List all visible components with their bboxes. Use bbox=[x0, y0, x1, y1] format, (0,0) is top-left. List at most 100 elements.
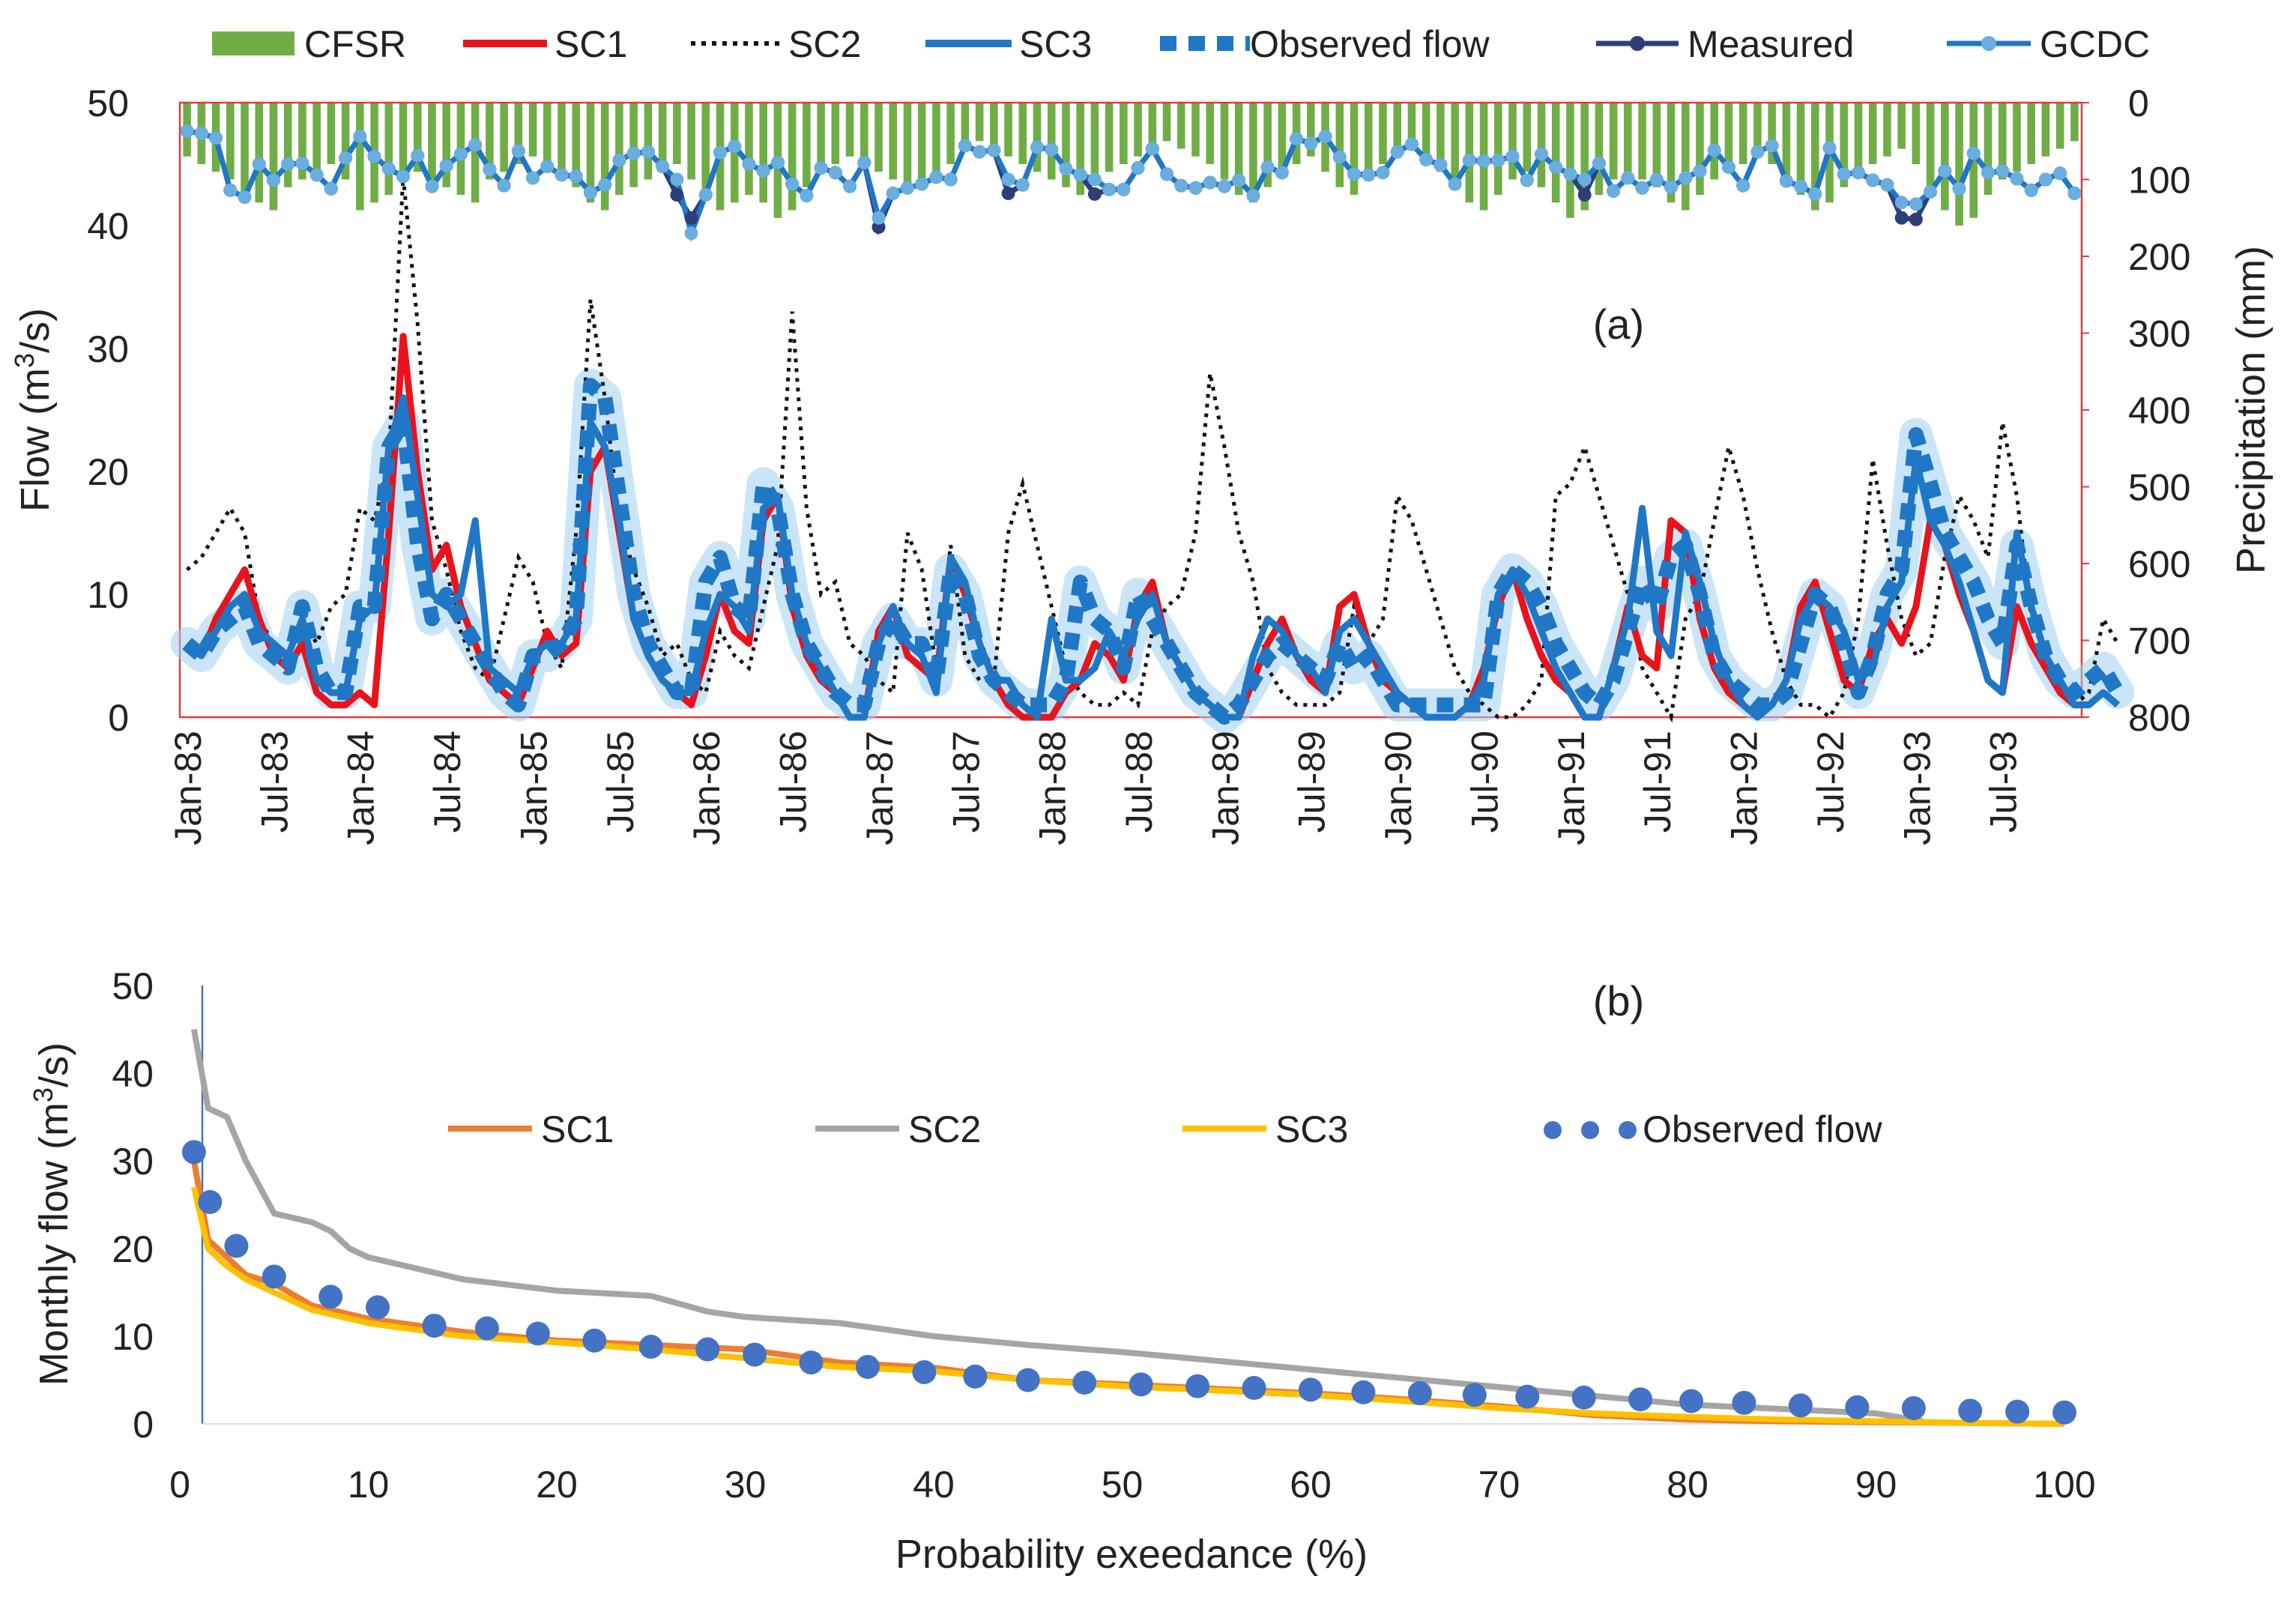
gcdc-point bbox=[1073, 168, 1087, 182]
gcdc-point bbox=[1635, 181, 1649, 195]
cfsr-bar bbox=[269, 103, 278, 211]
gcdc-point bbox=[1966, 146, 1981, 160]
cfsr-bar bbox=[701, 103, 710, 195]
measured-point bbox=[1001, 186, 1015, 200]
gcdc-point bbox=[1808, 187, 1822, 201]
panel-b-y-tick-label: 50 bbox=[112, 965, 154, 1007]
gcdc-point bbox=[295, 156, 309, 170]
gcdc-point bbox=[1390, 145, 1404, 159]
panel-a-x-tick-label: Jan-93 bbox=[1896, 731, 1938, 845]
cfsr-bar bbox=[1422, 103, 1431, 157]
gcdc-point bbox=[1246, 189, 1260, 203]
cfsr-bar bbox=[558, 103, 566, 180]
legend-a-sc3-label: SC3 bbox=[1019, 23, 1092, 65]
gcdc-point bbox=[1707, 143, 1721, 157]
cfsr-bar bbox=[1854, 103, 1863, 172]
cfsr-bar bbox=[1407, 103, 1416, 149]
gcdc-point bbox=[540, 160, 555, 174]
gcdc-point bbox=[1290, 132, 1304, 146]
gcdc-point bbox=[180, 124, 194, 138]
gcdc-point bbox=[1448, 177, 1462, 191]
panel-b-series bbox=[181, 1028, 2076, 1427]
cfsr-bar bbox=[1508, 103, 1517, 180]
panel-b-y-title-part3: /s) bbox=[31, 1042, 76, 1087]
panel-a-x-tick-label: Jan-86 bbox=[686, 731, 728, 845]
cfsr-bar bbox=[1018, 103, 1027, 164]
cfsr-bar bbox=[1897, 103, 1906, 149]
panel-a-y2-tick-label: 100 bbox=[2128, 160, 2190, 202]
gcdc-point bbox=[497, 178, 511, 193]
cfsr-bar bbox=[1134, 103, 1142, 157]
observed-fdc-point bbox=[695, 1337, 720, 1362]
panel-b-x-tick-label: 70 bbox=[1478, 1464, 1520, 1506]
gcdc-point bbox=[238, 190, 252, 205]
gcdc-point bbox=[958, 139, 972, 153]
gcdc-point bbox=[1001, 172, 1015, 187]
cfsr-bar bbox=[1220, 103, 1229, 180]
cfsr-bar bbox=[1191, 103, 1200, 157]
observed-fdc-point bbox=[422, 1313, 447, 1338]
cfsr-bar bbox=[1537, 103, 1546, 187]
panel-a-x-tick-label: Jul-88 bbox=[1118, 731, 1160, 833]
panel-a-x-tick-label: Jul-89 bbox=[1291, 731, 1333, 833]
gcdc-point bbox=[2038, 172, 2052, 187]
gcdc-point bbox=[309, 168, 324, 182]
observed-fdc-point bbox=[1732, 1390, 1756, 1415]
observed-fdc-point bbox=[262, 1264, 286, 1289]
cfsr-bar bbox=[644, 103, 653, 180]
panel-b-y-tick-label: 0 bbox=[133, 1404, 154, 1446]
cfsr-bar bbox=[946, 103, 955, 164]
panel-b-x-tick-label: 60 bbox=[1290, 1464, 1332, 1506]
gcdc-point bbox=[381, 162, 396, 176]
panel-a-x-tick-label: Jan-84 bbox=[340, 731, 382, 845]
cfsr-bar bbox=[1667, 103, 1676, 203]
cfsr-bar bbox=[1393, 103, 1401, 157]
panel-a-y-title-part1: Flow (m bbox=[13, 368, 58, 512]
cfsr-bar bbox=[1984, 103, 1993, 195]
gcdc-point bbox=[1505, 149, 1520, 163]
chart-panel-b: 0 10 20 30 40 50 0 10 20 30 40 50 60 70 80 90 100 Probab… bbox=[28, 965, 2096, 1577]
panel-a-x-tick-label: Jul-90 bbox=[1463, 731, 1505, 833]
cfsr-bar bbox=[1148, 103, 1157, 149]
panel-a-x-tick-label: Jul-87 bbox=[945, 731, 987, 833]
cfsr-bar bbox=[1796, 103, 1805, 195]
cfsr-bar bbox=[803, 103, 811, 187]
panel-b-x-tick-label: 50 bbox=[1102, 1464, 1144, 1506]
cfsr-bar bbox=[1206, 103, 1215, 164]
gcdc-point bbox=[1260, 160, 1275, 175]
panel-a-x-tick-label: Jan-92 bbox=[1723, 731, 1765, 845]
cfsr-bar bbox=[1566, 103, 1574, 218]
panel-a-y2-tick-label: 500 bbox=[2128, 467, 2190, 509]
cfsr-bar bbox=[1047, 103, 1056, 180]
cfsr-bar bbox=[384, 103, 393, 195]
panel-a-y-tick-label: 0 bbox=[108, 697, 129, 739]
gcdc-point bbox=[483, 163, 497, 177]
gcdc-point bbox=[641, 145, 655, 159]
cfsr-bar bbox=[399, 103, 408, 180]
panel-a-x-tick-label: Jul-85 bbox=[599, 731, 641, 833]
gcdc-point bbox=[468, 138, 483, 152]
gcdc-point bbox=[1059, 162, 1073, 176]
legend-b: SC1 SC2 SC3 Observed flow bbox=[448, 1108, 1882, 1150]
panel-b-x-tick-label: 100 bbox=[2033, 1464, 2095, 1506]
measured-point bbox=[684, 211, 698, 225]
panel-a-x-tick-label: Jul-84 bbox=[426, 731, 468, 833]
gcdc-point bbox=[425, 179, 439, 193]
observed-fdc-point bbox=[1515, 1384, 1540, 1409]
panel-a-x-tick-label: Jan-90 bbox=[1377, 731, 1419, 845]
gcdc-point bbox=[1880, 178, 1894, 192]
gcdc-point bbox=[1822, 141, 1837, 155]
legend-a-measured-marker bbox=[1630, 36, 1645, 51]
gcdc-point bbox=[266, 173, 280, 187]
gcdc-point bbox=[1045, 142, 1059, 157]
gcdc-point bbox=[612, 153, 626, 167]
gcdc-point bbox=[828, 166, 842, 180]
gcdc-point bbox=[555, 168, 569, 182]
panel-a-y2-axis-title: Precipitation (mm) bbox=[2229, 246, 2274, 574]
cfsr-bar bbox=[1249, 103, 1257, 203]
cfsr-bar bbox=[312, 103, 321, 172]
gcdc-point bbox=[1434, 158, 1448, 172]
panel-b-ticks: 0 10 20 30 40 50 0 10 20 30 40 50 60 70 80 90 100 bbox=[112, 965, 2095, 1506]
legend-a-sc2-label: SC2 bbox=[788, 23, 861, 65]
